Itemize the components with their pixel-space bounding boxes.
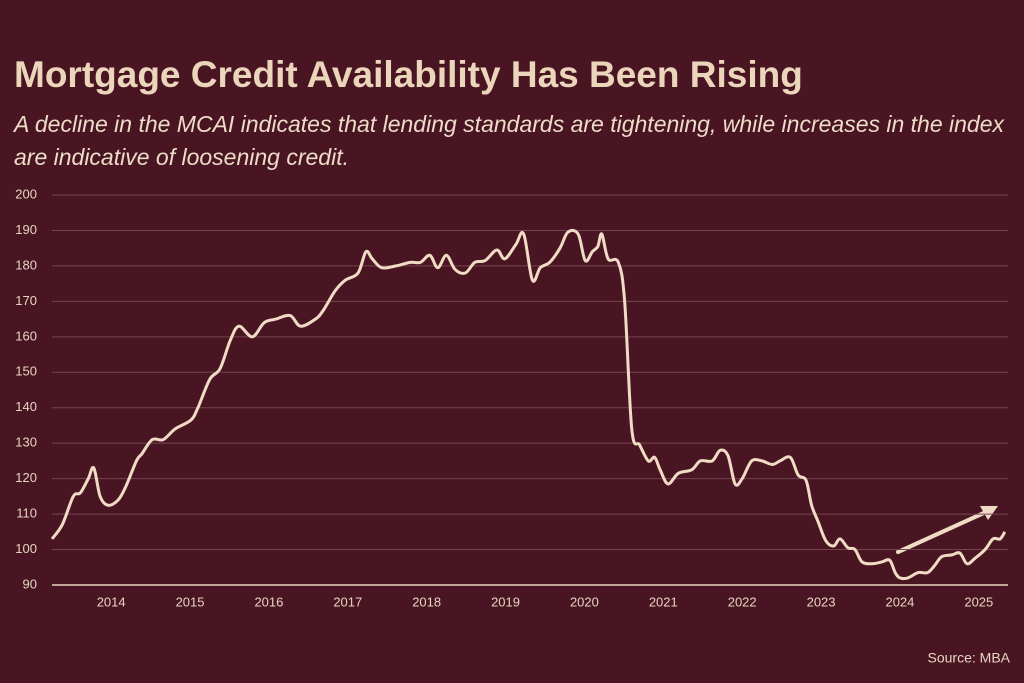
trend-arrow [896,510,988,554]
y-tick-label: 130 [15,435,37,450]
x-tick-label: 2016 [254,594,283,609]
x-tick-label: 2018 [412,594,441,609]
x-tick-label: 2023 [807,594,836,609]
arrow-head [980,506,998,520]
y-tick-label: 120 [15,470,37,485]
y-tick-label: 100 [15,541,37,556]
y-tick-label: 180 [15,257,37,272]
y-tick-label: 200 [15,186,37,201]
y-tick-label: 160 [15,328,37,343]
chart-subtitle: A decline in the MCAI indicates that len… [14,111,1005,170]
x-tick-label: 2017 [333,594,362,609]
x-tick-label: 2015 [176,594,205,609]
y-tick-label: 170 [15,293,37,308]
x-tick-label: 2025 [964,594,993,609]
y-tick-label: 190 [15,222,37,237]
data-line [50,228,1007,581]
y-tick-label: 150 [15,364,37,379]
source: Source: MBA [928,650,1011,666]
y-tick-label: 90 [23,576,37,591]
y-tick-label: 140 [15,399,37,414]
x-tick-label: 2021 [649,594,678,609]
x-tick-label: 2022 [728,594,757,609]
y-tick-label: 110 [16,506,37,521]
x-tick-label: 2014 [97,594,126,609]
x-tick-label: 2020 [570,594,599,609]
x-tick-label: 2019 [491,594,520,609]
chart-title: Mortgage Credit Availability Has Been Ri… [14,54,803,95]
x-tick-label: 2024 [885,594,914,609]
